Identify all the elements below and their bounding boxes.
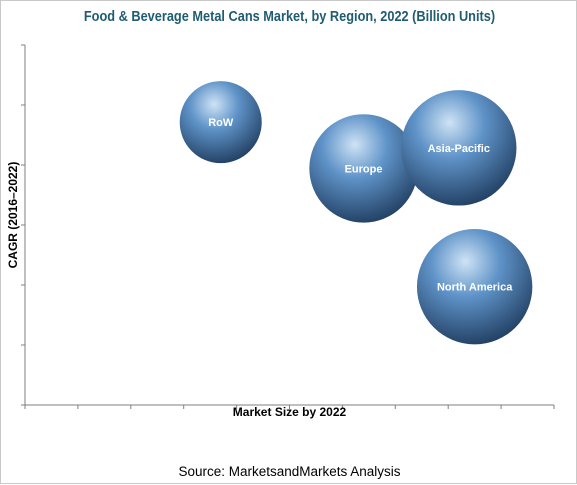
chart-title: Food & Beverage Metal Cans Market, by Re…	[83, 9, 496, 25]
bubble-series: RoW Europe Asia-Pacific North America	[179, 81, 533, 345]
x-axis-title: Market Size by 2022	[232, 405, 347, 419]
bubble-label-row: RoW	[208, 117, 234, 129]
y-axis-title: CAGR (2016–2022)	[6, 161, 20, 269]
bubble-row	[179, 81, 262, 164]
bubble-label-asia-pacific: Asia-Pacific	[428, 143, 490, 155]
bubble-asia-pacific	[401, 90, 517, 206]
bubble-label-north-america: North America	[437, 282, 513, 294]
bubble-north-america	[416, 229, 533, 345]
bubble-europe	[309, 114, 418, 223]
source-note: Source: MarketsandMarkets Analysis	[178, 464, 401, 479]
chart-axes	[21, 44, 555, 409]
bubble-label-europe: Europe	[345, 163, 383, 175]
